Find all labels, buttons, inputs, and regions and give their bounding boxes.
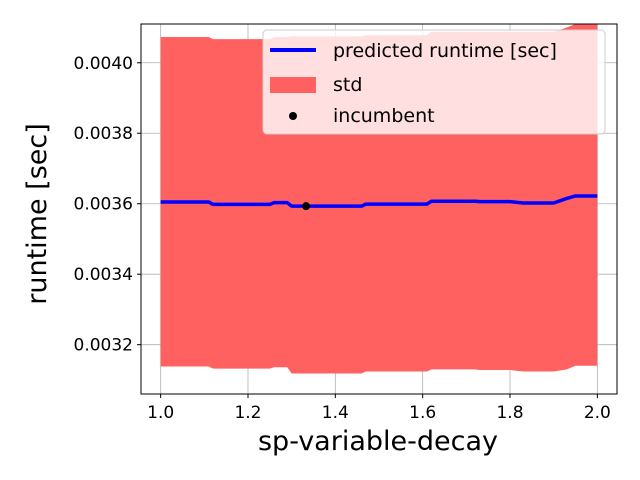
y-tick-label: 0.0036 bbox=[74, 195, 133, 215]
legend-label-std: std bbox=[333, 74, 362, 96]
prediction-line bbox=[160, 194, 598, 208]
legend-box bbox=[262, 29, 606, 135]
x-tick-label: 1.8 bbox=[496, 403, 523, 423]
y-tick-label: 0.0040 bbox=[74, 54, 133, 74]
x-ticks: 1.0 1.2 1.4 1.6 1.8 2.0 bbox=[147, 394, 611, 423]
legend: predicted runtime [sec] std incumbent bbox=[262, 29, 606, 135]
x-tick-label: 1.0 bbox=[147, 403, 174, 423]
x-axis-label: sp-variable-decay bbox=[258, 426, 498, 457]
y-tick-label: 0.0038 bbox=[74, 124, 133, 144]
incumbent-layer bbox=[302, 202, 311, 211]
x-tick-label: 1.4 bbox=[322, 403, 349, 423]
x-tick-label: 2.0 bbox=[584, 403, 611, 423]
legend-incumbent-swatch bbox=[289, 112, 297, 120]
legend-label-prediction: predicted runtime [sec] bbox=[333, 40, 557, 62]
legend-label-incumbent: incumbent bbox=[333, 105, 435, 127]
legend-std-swatch bbox=[270, 77, 316, 93]
plot-frame bbox=[140, 23, 618, 395]
x-tick-label: 1.6 bbox=[409, 403, 436, 423]
y-ticks: 0.0032 0.0034 0.0036 0.0038 0.0040 bbox=[74, 54, 141, 356]
y-axis-label: runtime [sec] bbox=[22, 123, 53, 305]
incumbent-point bbox=[302, 202, 311, 211]
y-tick-label: 0.0032 bbox=[74, 336, 133, 356]
y-tick-label: 0.0034 bbox=[74, 265, 133, 285]
x-tick-label: 1.2 bbox=[234, 403, 261, 423]
prediction-line-layer bbox=[160, 194, 598, 208]
